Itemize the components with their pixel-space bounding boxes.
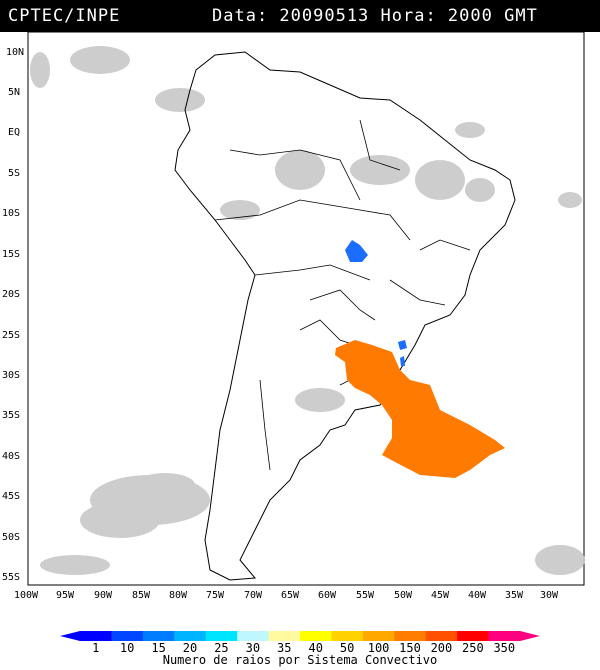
colorbar-swatch xyxy=(174,631,207,641)
convective-cell-low xyxy=(398,340,407,350)
lon-tick: 80W xyxy=(169,590,188,601)
lat-tick: 30S xyxy=(2,370,20,381)
lon-tick: 100W xyxy=(14,590,39,601)
colorbar-swatch xyxy=(457,631,490,641)
colorbar-tick-label: 35 xyxy=(277,641,291,655)
colorbar-swatch xyxy=(268,631,301,641)
lon-tick: 95W xyxy=(56,590,75,601)
colorbar-tick-label: 25 xyxy=(214,641,228,655)
lat-tick: 55S xyxy=(2,572,20,583)
lat-tick: 45S xyxy=(2,491,20,502)
colorbar-tick-label: 50 xyxy=(340,641,354,655)
colorbar-tick-label: 10 xyxy=(120,641,134,655)
colorbar-swatch xyxy=(394,631,427,641)
colorbar-swatch xyxy=(362,631,395,641)
colorbar-swatch xyxy=(300,631,332,641)
lat-tick: 10S xyxy=(2,208,20,219)
colorbar-swatch xyxy=(488,631,521,641)
colorbar-tick-label: 200 xyxy=(431,641,453,655)
lat-tick: 5S xyxy=(8,168,20,179)
lat-tick: EQ xyxy=(8,127,20,138)
lon-tick: 40W xyxy=(468,590,487,601)
colorbar-tick-label: 40 xyxy=(308,641,322,655)
lon-tick: 45W xyxy=(431,590,450,601)
lat-tick: 5N xyxy=(8,87,20,98)
lon-tick: 55W xyxy=(356,590,375,601)
colorbar-tick-label: 20 xyxy=(183,641,197,655)
colorbar-swatch xyxy=(237,631,270,641)
colorbar-swatch xyxy=(80,631,112,641)
source-label: CPTEC/INPE xyxy=(8,6,121,26)
lon-tick: 50W xyxy=(394,590,413,601)
colorbar-tick-label: 30 xyxy=(246,641,260,655)
colorbar-tick-label: 1 xyxy=(92,641,99,655)
lat-tick: 15S xyxy=(2,249,20,260)
lat-tick: 50S xyxy=(2,532,20,543)
lon-tick: 30W xyxy=(540,590,559,601)
map-figure: 10N 5N EQ 5S 10S 15S 20S 25S 30S 35S 40S… xyxy=(2,32,585,667)
lon-tick: 35W xyxy=(505,590,524,601)
latitude-axis: 10N 5N EQ 5S 10S 15S 20S 25S 30S 35S 40S… xyxy=(2,47,24,583)
convective-systems xyxy=(335,240,505,478)
south-america-outline xyxy=(174,51,516,581)
colorbar-swatch xyxy=(331,631,364,641)
datetime-label: Data: 20090513 Hora: 2000 GMT xyxy=(212,6,538,26)
convective-cell-high xyxy=(335,340,505,478)
colorbar-arrow-left xyxy=(60,631,80,641)
colorbar-swatch xyxy=(111,631,144,641)
lat-tick: 20S xyxy=(2,289,20,300)
lon-tick: 70W xyxy=(244,590,263,601)
colorbar-tick-label: 350 xyxy=(493,641,515,655)
lat-tick: 40S xyxy=(2,451,20,462)
colorbar: 1 10 15 20 25 30 35 40 50 100 150 200 250 350 xyxy=(60,631,540,655)
colorbar-swatch xyxy=(142,631,175,641)
lat-tick: 10N xyxy=(6,47,24,58)
colorbar-arrow-right xyxy=(520,631,540,641)
convective-cell-low xyxy=(400,356,405,366)
lon-tick: 85W xyxy=(132,590,151,601)
lon-tick: 65W xyxy=(281,590,300,601)
colorbar-tick-label: 250 xyxy=(462,641,484,655)
lat-tick: 25S xyxy=(2,330,20,341)
lon-tick: 90W xyxy=(94,590,113,601)
cloud-cover xyxy=(30,46,585,575)
lat-tick: 35S xyxy=(2,410,20,421)
colorbar-tick-label: 100 xyxy=(368,641,390,655)
longitude-axis: 100W 95W 90W 85W 80W 75W 70W 65W 60W 55W… xyxy=(14,590,559,601)
colorbar-title: Numero de raios por Sistema Convectivo xyxy=(163,653,438,667)
map-header: CPTEC/INPE Data: 20090513 Hora: 2000 GMT xyxy=(0,0,600,32)
colorbar-swatch xyxy=(205,631,238,641)
lon-tick: 60W xyxy=(318,590,337,601)
lon-tick: 75W xyxy=(206,590,225,601)
convective-cell-low xyxy=(345,240,368,262)
colorbar-tick-label: 15 xyxy=(151,641,165,655)
colorbar-tick-label: 150 xyxy=(399,641,421,655)
colorbar-swatch xyxy=(425,631,458,641)
